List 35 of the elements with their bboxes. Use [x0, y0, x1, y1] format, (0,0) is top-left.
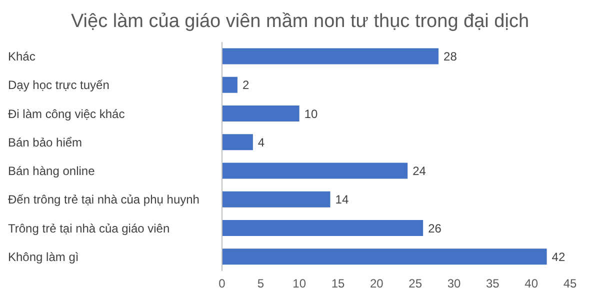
bar: [222, 106, 300, 122]
y-tick-label: Đi làm công việc khác: [8, 106, 125, 121]
x-tick-label: 35: [486, 276, 500, 291]
bar: [222, 248, 547, 265]
x-tick-label: 45: [563, 276, 577, 291]
y-tick-label: Dạy học trực tuyến: [8, 78, 110, 92]
data-label: 4: [258, 135, 265, 150]
data-label: 24: [412, 164, 426, 178]
data-label: 42: [552, 250, 566, 264]
bar: [222, 191, 330, 208]
data-label: 26: [428, 221, 442, 236]
data-label: 14: [335, 192, 349, 207]
data-label: 10: [304, 106, 318, 121]
y-tick-label: Không làm gì: [8, 250, 79, 264]
bar: [222, 134, 253, 150]
data-label: 28: [444, 50, 458, 64]
x-tick-label: 20: [370, 276, 384, 291]
x-tick-label: 15: [331, 276, 345, 291]
y-tick-label: Bán bảo hiểm: [8, 135, 82, 150]
bar: [222, 76, 238, 93]
y-tick-label: Bán hàng online: [8, 164, 96, 178]
chart-title: Việc làm của giáo viên mầm non tư thục trong đại dịch: [70, 10, 530, 34]
y-tick-label: Khác: [8, 50, 36, 64]
bar: [222, 162, 408, 179]
x-tick-label: 40: [524, 276, 538, 291]
bar: [222, 220, 424, 236]
x-tick-label: 5: [257, 276, 264, 291]
data-label: 2: [242, 78, 250, 92]
bar: [222, 48, 439, 64]
y-tick-label: Đến trông trẻ tại nhà của phụ huynh: [8, 192, 200, 207]
x-tick-label: 10: [292, 276, 306, 291]
x-tick-label: 30: [447, 276, 461, 291]
x-tick-label: 25: [408, 276, 422, 291]
y-tick-label: Trông trẻ tại nhà của giáo viên: [8, 221, 170, 236]
x-tick-label: 0: [218, 276, 226, 291]
